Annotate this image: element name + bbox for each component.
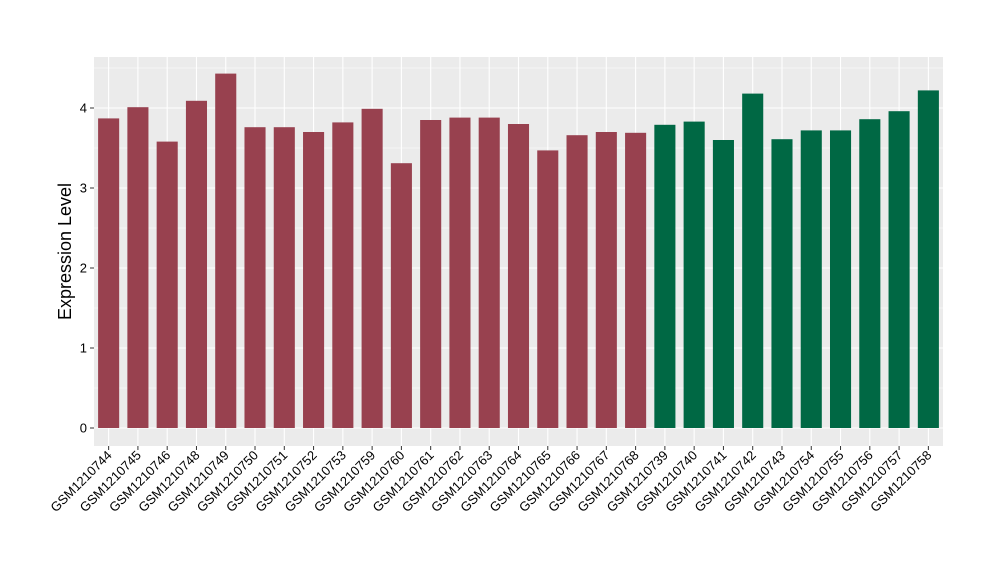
bar-GSM1210744 — [98, 118, 120, 429]
y-axis: 0 1 2 3 4 — [80, 101, 94, 436]
bar-GSM1210763 — [478, 117, 500, 428]
bar-GSM1210753 — [332, 122, 354, 429]
bar-GSM1210767 — [595, 132, 617, 428]
bar-GSM1210745 — [127, 107, 149, 428]
bar-GSM1210754 — [800, 130, 822, 428]
y-tick-label: 1 — [80, 341, 87, 356]
bar-GSM1210756 — [859, 119, 881, 428]
bar-GSM1210748 — [185, 100, 208, 429]
y-tick-label: 4 — [80, 101, 87, 116]
bar-GSM1210750 — [244, 127, 266, 428]
bar-GSM1210740 — [683, 121, 705, 428]
y-tick-label: 3 — [80, 181, 87, 196]
bar-GSM1210743 — [771, 139, 793, 428]
bar-GSM1210760 — [390, 163, 412, 428]
bar-GSM1210742 — [742, 93, 764, 428]
bar-GSM1210746 — [156, 141, 178, 428]
bars — [98, 73, 939, 429]
bar-GSM1210739 — [654, 124, 676, 429]
x-axis: GSM1210744GSM1210745GSM1210746GSM1210748… — [47, 446, 934, 515]
bar-GSM1210762 — [449, 117, 471, 428]
y-tick-label: 0 — [80, 421, 87, 436]
bar-GSM1210757 — [888, 111, 910, 428]
bar-GSM1210755 — [829, 130, 852, 428]
bar-GSM1210751 — [273, 127, 295, 428]
y-tick-label: 2 — [80, 261, 87, 276]
bar-GSM1210752 — [303, 132, 325, 428]
bar-GSM1210765 — [537, 150, 559, 428]
bar-GSM1210764 — [507, 124, 530, 428]
bar-GSM1210741 — [712, 140, 734, 428]
y-axis-title: Expression Level — [55, 183, 75, 320]
bar-GSM1210749 — [215, 73, 237, 428]
bar-GSM1210758 — [917, 90, 939, 429]
bar-GSM1210768 — [625, 132, 647, 429]
bar-GSM1210759 — [361, 108, 383, 429]
bar-GSM1210761 — [420, 120, 442, 428]
bar-GSM1210766 — [566, 135, 588, 428]
